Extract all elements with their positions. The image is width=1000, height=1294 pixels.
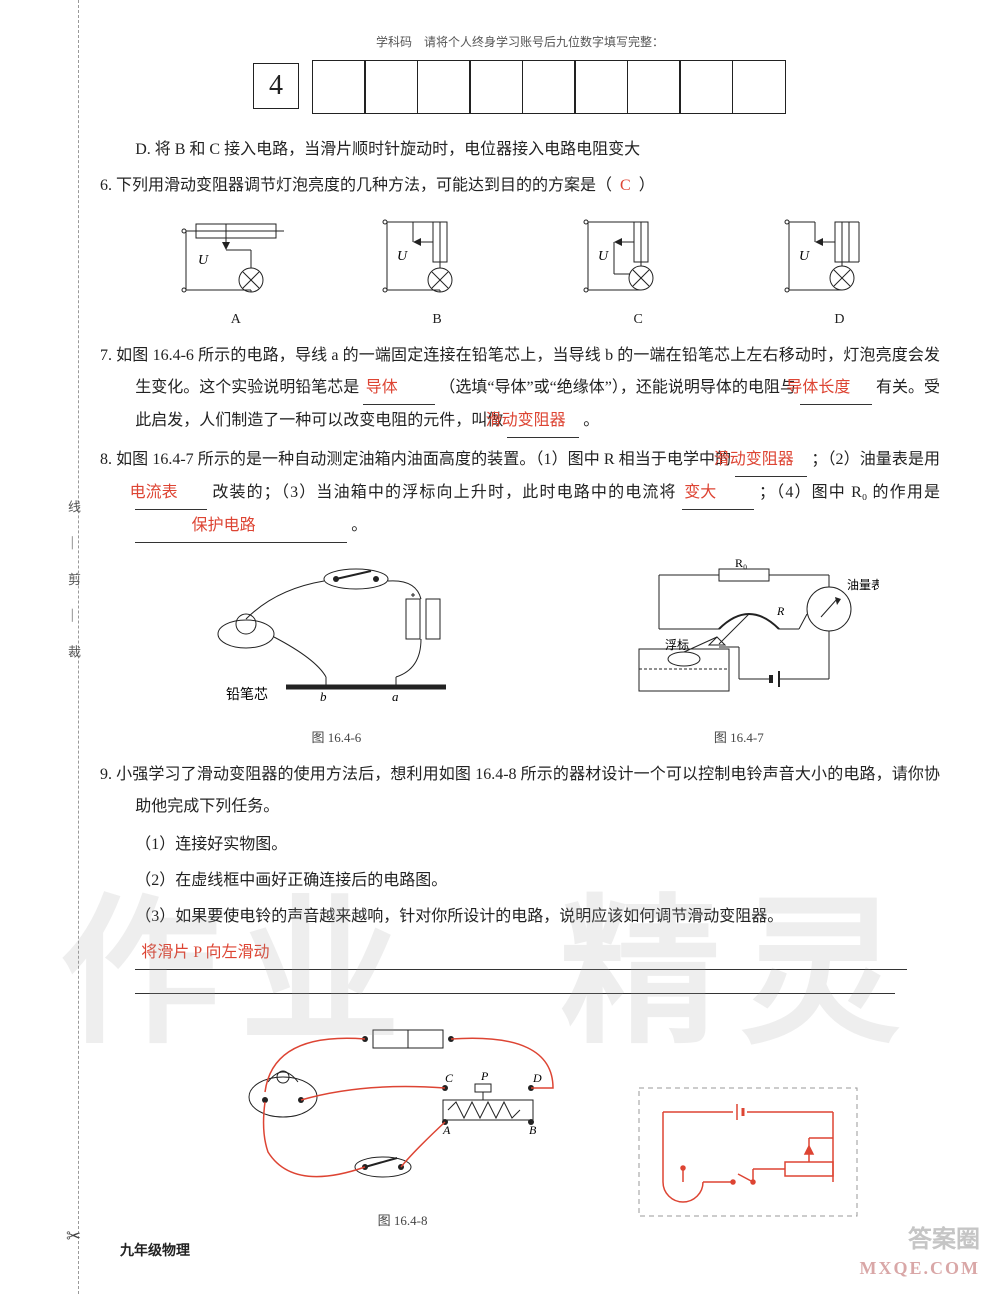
figure-row-2: C P D A B 图 16.4-8 bbox=[135, 1022, 940, 1234]
circuit-b-svg: U bbox=[377, 212, 497, 302]
q7-p2: （选填“导体”或“绝缘体”），还能说明导体的电阻与 bbox=[439, 379, 796, 396]
svg-text:浮标: 浮标 bbox=[665, 638, 689, 652]
code-boxes: 4 bbox=[100, 60, 940, 114]
q8-p1: 如图 16.4-7 所示的是一种自动测定油箱内油面高度的装置。（1）图中 R 相… bbox=[116, 451, 731, 468]
q5-option-d: D. 将 B 和 C 接入电路，当滑片顺时针旋动时，电位器接入电路电阻变大 bbox=[100, 134, 940, 166]
fig-16-4-6-svg: b a 铅笔芯 bbox=[196, 559, 476, 709]
circuit-diagram-box bbox=[633, 1082, 863, 1234]
circuit-d: U D bbox=[779, 212, 899, 334]
q8-blank2: 电流表 bbox=[135, 477, 207, 510]
digit-box bbox=[312, 60, 366, 114]
pencil-label: 铅笔芯 bbox=[226, 687, 268, 703]
circuit-c-label: C bbox=[578, 306, 698, 334]
q6-stem-end: ） bbox=[639, 177, 655, 194]
q8-blank3: 变大 bbox=[682, 477, 754, 510]
q8-p3: 改装的；（3）当油箱中的浮标向上升时，此时电路中的电流将 bbox=[212, 484, 676, 501]
margin-label: 线 — 剪 — 裁 bbox=[60, 500, 86, 668]
page-footer: 九年级物理 bbox=[120, 1238, 190, 1266]
digit-box bbox=[732, 60, 786, 114]
q7: 7. 如图 16.4-6 所示的电路，导线 a 的一端固定连接在铅笔芯上，当导线… bbox=[100, 340, 940, 438]
digit-box bbox=[522, 60, 576, 114]
watermark-4: MXQE.COM bbox=[860, 1250, 980, 1286]
q9-answer: 将滑片 P 向左滑动 bbox=[135, 937, 907, 970]
q6-circuits: U A U B bbox=[135, 212, 940, 334]
q9-s2: （2）在虚线框中画好正确连接后的电路图。 bbox=[100, 865, 940, 897]
q7-num: 7. bbox=[100, 347, 112, 364]
q7-p4: 。 bbox=[583, 412, 599, 429]
fig-16-4-8: C P D A B 图 16.4-8 bbox=[213, 1022, 593, 1234]
voltage-label: U bbox=[799, 249, 810, 264]
digit-box bbox=[364, 60, 418, 114]
svg-text:油量表: 油量表 bbox=[847, 578, 879, 592]
svg-text:C: C bbox=[445, 1071, 454, 1085]
q6-num: 6. bbox=[100, 177, 112, 194]
digit-box bbox=[627, 60, 681, 114]
q9-answer-line: 将滑片 P 向左滑动 bbox=[100, 937, 940, 970]
digit-box bbox=[679, 60, 733, 114]
q9-s3: （3）如果要使电铃的声音越来越响，针对你所设计的电路，说明应该如何调节滑动变阻器… bbox=[100, 901, 940, 933]
fig-16-4-7: R₀ 油量表 R 浮标 bbox=[599, 559, 879, 751]
subject-code-box: 4 bbox=[253, 63, 299, 109]
digit-box bbox=[417, 60, 471, 114]
q8: 8. 如图 16.4-7 所示的是一种自动测定油箱内油面高度的装置。（1）图中 … bbox=[100, 444, 940, 543]
q8-p4: ；（4）图中 R₀ 的作用是 bbox=[759, 484, 940, 501]
circuit-d-label: D bbox=[779, 306, 899, 334]
voltage-label: U bbox=[598, 249, 609, 264]
voltage-label: U bbox=[397, 249, 408, 264]
header-note: 学科码 请将个人终身学习账号后九位数字填写完整： bbox=[100, 30, 940, 54]
digit-box bbox=[574, 60, 628, 114]
fig-16-4-6: b a 铅笔芯 图 16.4-6 bbox=[196, 559, 476, 751]
circuit-c-svg: U bbox=[578, 212, 698, 302]
svg-text:P: P bbox=[480, 1069, 489, 1083]
fig-16-4-8-svg: C P D A B bbox=[213, 1022, 593, 1192]
fig-cap-1: 图 16.4-6 bbox=[196, 725, 476, 751]
circuit-a-svg: U bbox=[176, 212, 296, 302]
svg-text:A: A bbox=[442, 1123, 451, 1137]
circuit-b: U B bbox=[377, 212, 497, 334]
fig-cap-3: 图 16.4-8 bbox=[213, 1208, 593, 1234]
q7-blank1: 导体 bbox=[363, 372, 435, 405]
q8-num: 8. bbox=[100, 451, 112, 468]
q9-s1: （1）连接好实物图。 bbox=[100, 829, 940, 861]
q9-stem: 小强学习了滑动变阻器的使用方法后，想利用如图 16.4-8 所示的器材设计一个可… bbox=[116, 766, 940, 815]
q8-p5: 。 bbox=[351, 517, 367, 534]
circuit-diagram-svg bbox=[633, 1082, 863, 1222]
svg-text:b: b bbox=[320, 689, 327, 704]
svg-text:R₀: R₀ bbox=[735, 559, 747, 570]
q9-blank-line bbox=[135, 974, 895, 994]
svg-text:a: a bbox=[392, 689, 399, 704]
q7-blank2: 导体长度 bbox=[800, 372, 872, 405]
figure-row-1: b a 铅笔芯 图 16.4-6 R₀ 油量表 R bbox=[135, 559, 940, 751]
svg-text:R: R bbox=[776, 604, 785, 618]
fig-cap-2: 图 16.4-7 bbox=[599, 725, 879, 751]
scissor-icon: ✂ bbox=[66, 1218, 81, 1254]
q6-answer: C bbox=[616, 177, 635, 194]
digit-box bbox=[469, 60, 523, 114]
q9: 9. 小强学习了滑动变阻器的使用方法后，想利用如图 16.4-8 所示的器材设计… bbox=[100, 759, 940, 823]
q8-blank4: 保护电路 bbox=[135, 510, 347, 543]
circuit-b-label: B bbox=[377, 306, 497, 334]
q8-blank1: 滑动变阻器 bbox=[735, 444, 807, 477]
q7-blank3: 滑动变阻器 bbox=[507, 405, 579, 438]
q6-stem: 下列用滑动变阻器调节灯泡亮度的几种方法，可能达到目的的方案是（ bbox=[116, 177, 612, 194]
voltage-label: U bbox=[198, 253, 209, 268]
circuit-c: U C bbox=[578, 212, 698, 334]
q9-num: 9. bbox=[100, 766, 112, 783]
circuit-a-label: A bbox=[176, 306, 296, 334]
svg-text:D: D bbox=[532, 1071, 542, 1085]
circuit-d-svg: U bbox=[779, 212, 899, 302]
fig-16-4-7-svg: R₀ 油量表 R 浮标 bbox=[599, 559, 879, 709]
svg-text:B: B bbox=[529, 1123, 537, 1137]
circuit-a: U A bbox=[176, 212, 296, 334]
q8-p2: ；（2）油量表是用 bbox=[811, 451, 940, 468]
q6: 6. 下列用滑动变阻器调节灯泡亮度的几种方法，可能达到目的的方案是（ C ） bbox=[100, 170, 940, 202]
